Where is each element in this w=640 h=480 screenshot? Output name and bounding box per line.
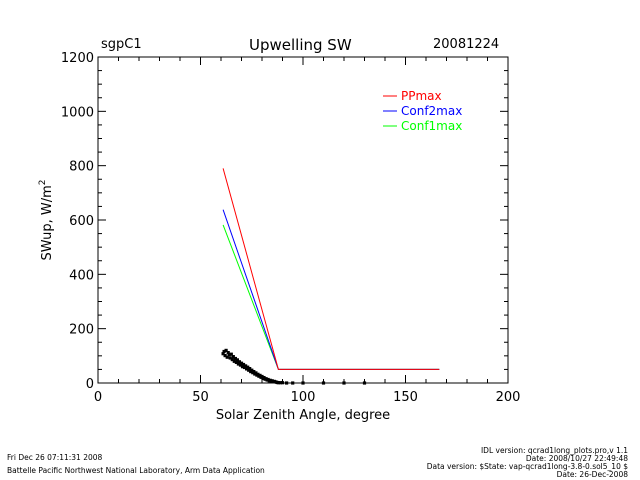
y-tick-label: 200	[69, 323, 94, 338]
observed-point	[222, 349, 226, 354]
y-tick-label: 1200	[61, 51, 94, 66]
observed-point	[301, 381, 305, 385]
observed-point	[285, 381, 289, 385]
legend: PPmax Conf2max Conf1max	[383, 89, 462, 133]
y-tick-label: 0	[86, 377, 94, 392]
x-tick-label: 150	[393, 390, 418, 405]
x-tick-label: 0	[94, 390, 102, 405]
observed-point	[245, 367, 249, 371]
footer-data-version: Data version: $State: vap-qcrad1long-3.8…	[426, 462, 628, 471]
observed-point	[223, 354, 227, 358]
observed-point	[239, 361, 244, 365]
footer-organization: Battelle Pacific Northwest National Labo…	[7, 466, 265, 475]
observed-point	[224, 348, 228, 352]
observed-point	[291, 381, 295, 385]
y-tick-label: 400	[69, 268, 94, 283]
observed-point	[342, 381, 346, 385]
y-tick-label: 600	[69, 214, 94, 229]
observed-point	[230, 358, 234, 362]
y-tick-label: 800	[69, 160, 94, 175]
series-line-conf2max	[222, 209, 440, 370]
observed-point	[233, 356, 237, 361]
x-tick-label: 100	[291, 390, 316, 405]
observed-point	[280, 381, 285, 385]
observed-point	[227, 353, 231, 357]
series-line-conf1max	[222, 224, 440, 370]
site-label: sgpC1	[101, 37, 142, 52]
observed-point	[254, 371, 258, 375]
y-axis-label-text: SWup, W/m	[40, 185, 55, 260]
series-line-ppmax	[222, 168, 440, 370]
date-label: 20081224	[433, 37, 500, 52]
observed-point	[260, 374, 264, 379]
observed-point	[225, 355, 229, 359]
axis-ticks: 0 50 100 150 200 0 200 400 600 800 1000 1200	[61, 51, 521, 405]
page-title: Upwelling SW	[249, 36, 352, 54]
observed-point	[237, 360, 241, 364]
footer-idl-version: IDL version: qcrad1long_plots.pro,v 1.1	[480, 446, 628, 455]
observed-point	[238, 363, 243, 367]
x-tick-label: 200	[496, 390, 521, 405]
legend-label-ppmax: PPmax	[401, 89, 442, 103]
observed-point	[250, 368, 254, 372]
x-tick-label: 50	[192, 390, 209, 405]
observed-point	[276, 381, 280, 385]
footer-idl-date: Date: 2008/10/27 22:49:48	[525, 454, 628, 463]
observed-points	[221, 348, 367, 385]
observed-point	[229, 352, 233, 356]
footer-timestamp: Fri Dec 26 07:11:31 2008	[7, 453, 103, 462]
footer-data-date: Date: 26-Dec-2008	[556, 470, 628, 479]
x-axis-label: Solar Zenith Angle, degree	[216, 408, 390, 423]
y-tick-label: 1000	[61, 105, 94, 120]
observed-point	[362, 381, 367, 385]
observed-point	[236, 362, 240, 366]
observed-point	[235, 358, 239, 362]
legend-label-conf1max: Conf1max	[401, 119, 462, 133]
observed-point	[231, 355, 235, 359]
observed-point	[244, 364, 248, 368]
observed-point	[248, 367, 252, 371]
observed-point	[241, 362, 246, 367]
observed-point	[221, 352, 225, 356]
observed-point	[258, 373, 262, 377]
y-axis-label-superscript: 2	[38, 179, 48, 185]
observed-point	[234, 360, 238, 364]
observed-point	[321, 381, 326, 385]
observed-point	[256, 372, 260, 376]
y-axis-label: SWup, W/m2	[38, 179, 55, 260]
series-lines	[222, 168, 440, 370]
observed-point	[246, 365, 250, 369]
observed-point	[240, 365, 245, 369]
observed-point	[232, 359, 236, 363]
legend-label-conf2max: Conf2max	[401, 104, 462, 118]
observed-point	[278, 381, 282, 385]
observed-point	[226, 351, 230, 355]
observed-point	[228, 356, 232, 360]
observed-point	[252, 370, 256, 374]
